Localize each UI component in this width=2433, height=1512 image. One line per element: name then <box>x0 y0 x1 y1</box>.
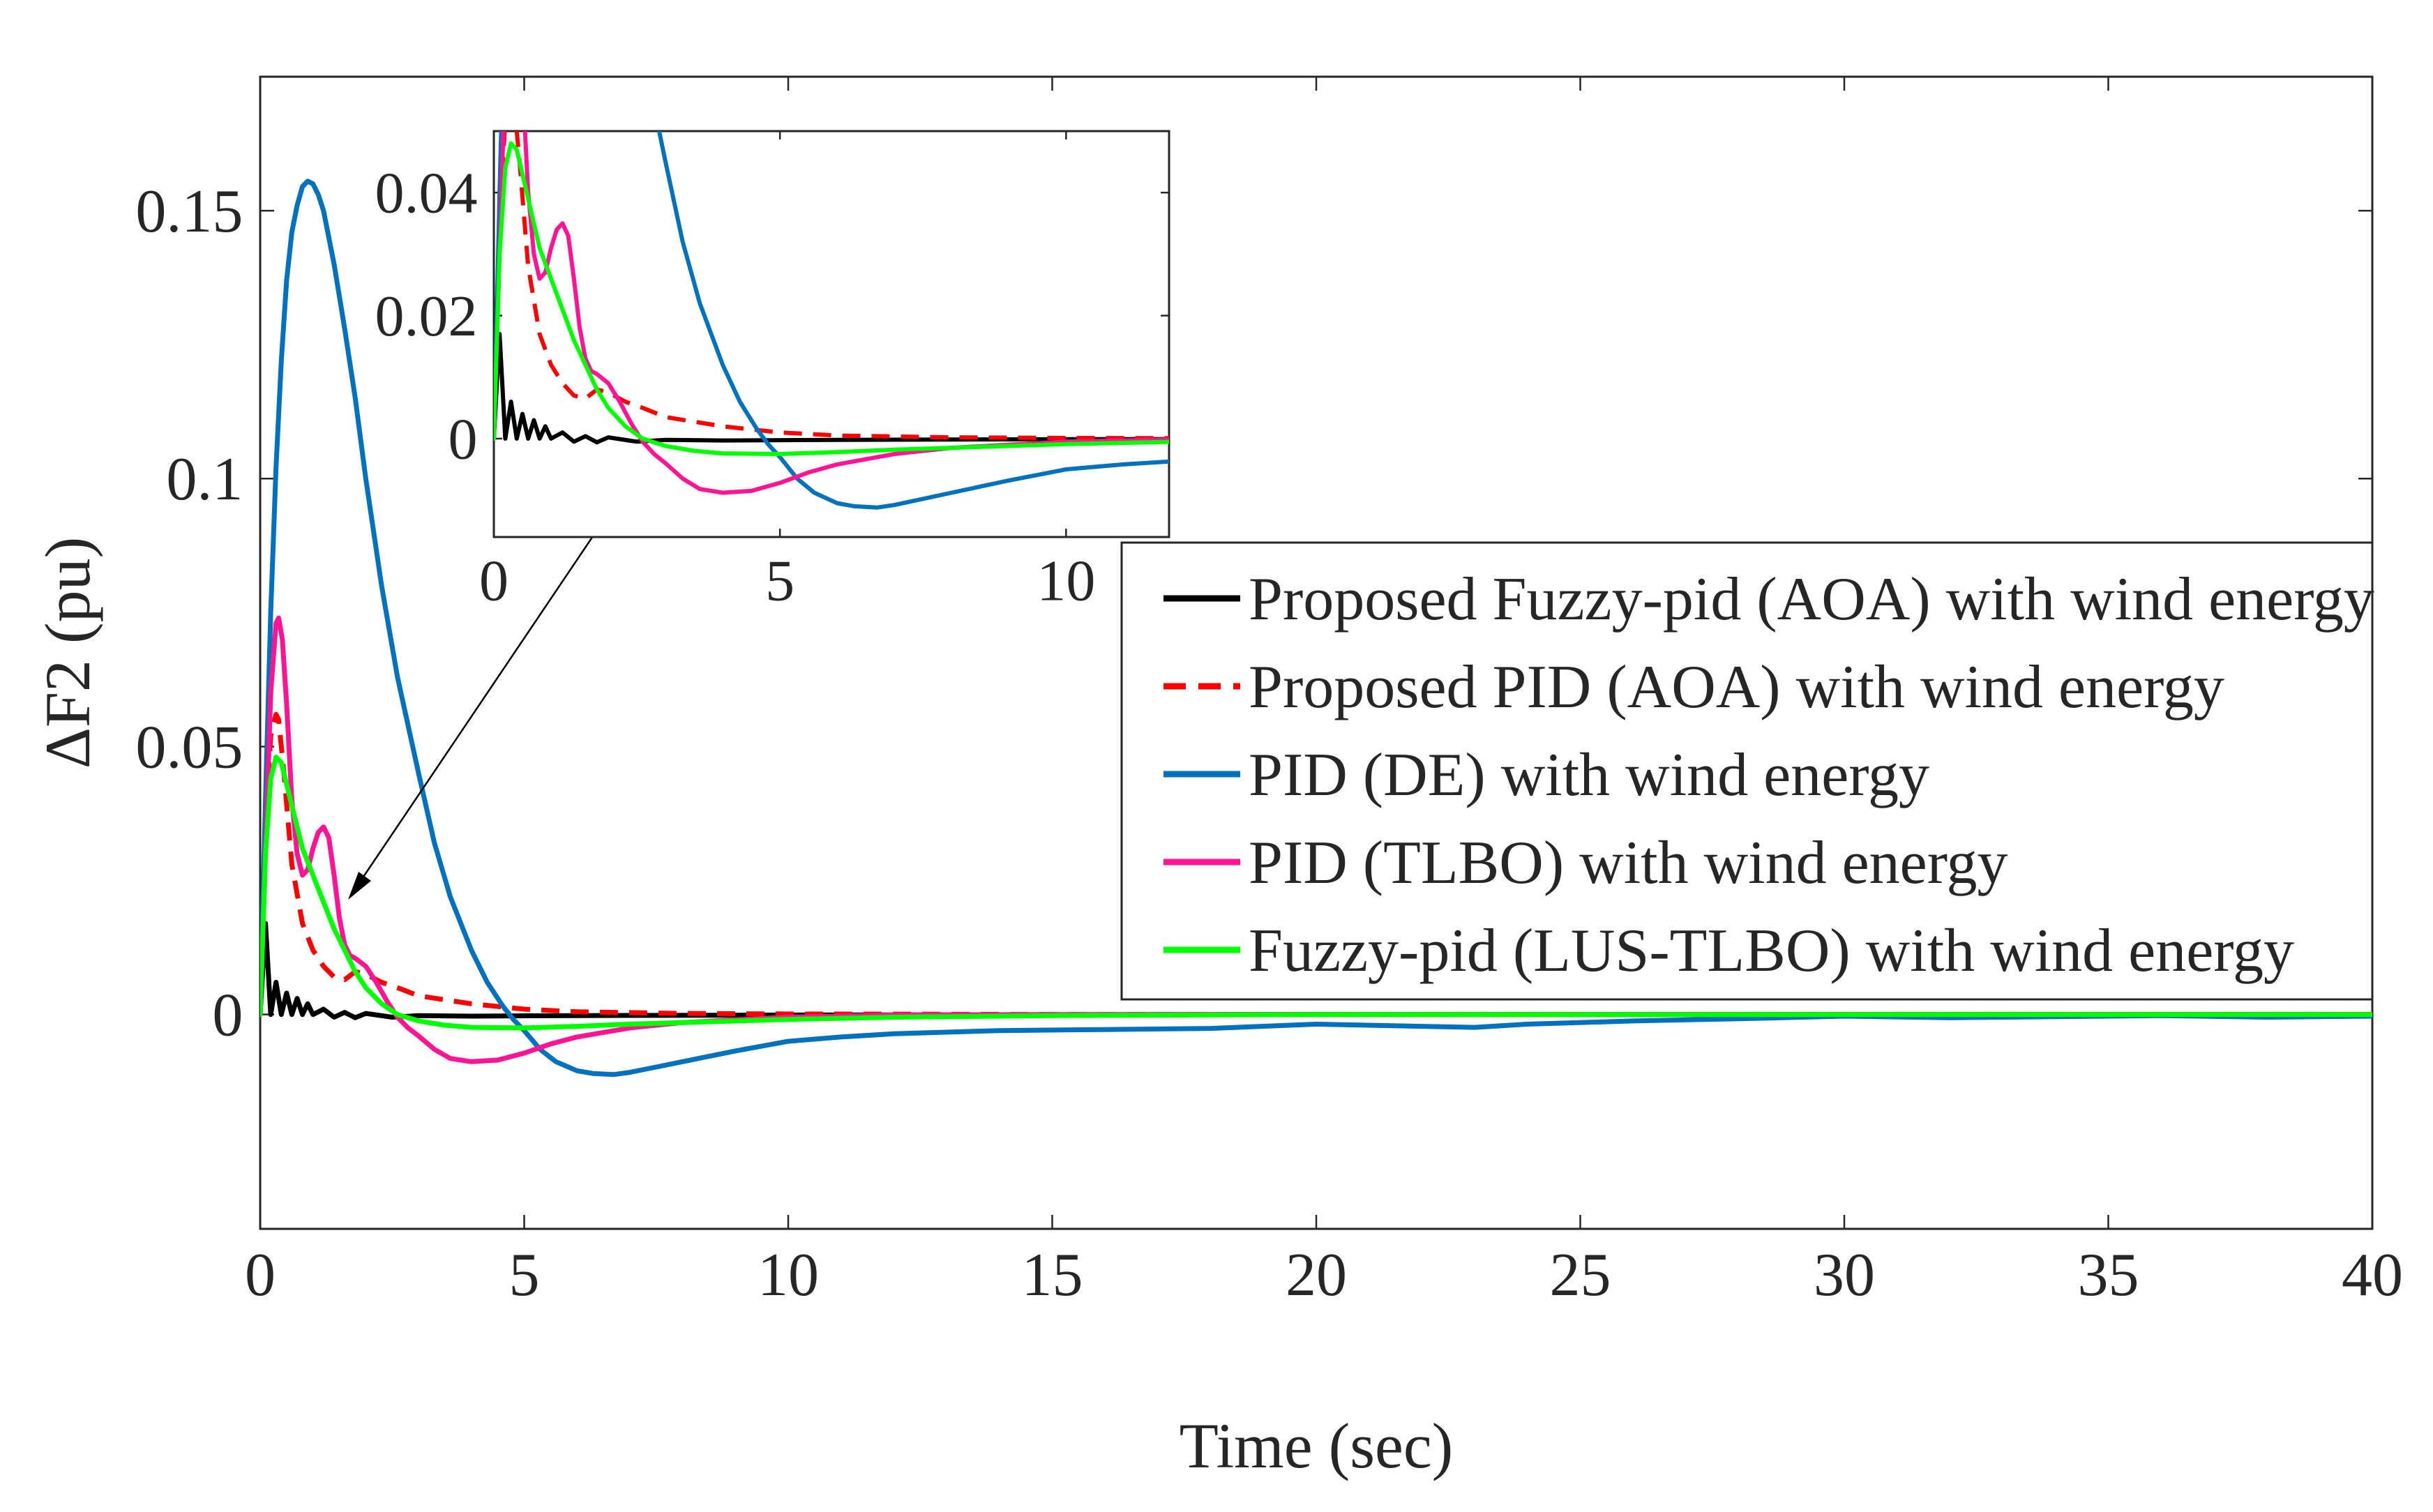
inset-series-line-5 <box>494 141 1169 456</box>
main-y-tick-label: 0.1 <box>166 446 243 513</box>
main-series-line-5 <box>260 755 2372 1031</box>
main-x-tick-label: 0 <box>245 1241 276 1309</box>
inset-x-tick-label: 5 <box>765 549 794 614</box>
legend-label-4: PID (TLBO) with wind energy <box>1249 829 2008 897</box>
legend: Proposed Fuzzy-pid (AOA) with wind energ… <box>1120 541 2374 1001</box>
main-x-tick-label: 40 <box>2342 1241 2403 1309</box>
legend-label-5: Fuzzy-pid (LUS-TLBO) with wind energy <box>1249 917 2294 985</box>
inset-series-line-3 <box>494 131 1169 510</box>
legend-label-1: Proposed Fuzzy-pid (AOA) with wind energ… <box>1249 566 2374 633</box>
inset-axes-box <box>492 130 1170 538</box>
inset-series-line-4 <box>494 131 1169 495</box>
inset-y-tick-label: 0 <box>448 407 477 471</box>
y-axis-label: ΔF2 (pu) <box>32 537 103 769</box>
legend-label-3: PID (DE) with wind energy <box>1249 741 1929 809</box>
main-ticks: 0 5 10 15 20 25 30 35 40 0 0.05 0.1 0.15 <box>135 77 2403 1309</box>
main-series-line-2 <box>260 711 2372 1018</box>
main-y-tick-label: 0.15 <box>135 178 243 245</box>
main-series-line-1 <box>260 921 2372 1020</box>
inset-ticks: 0 5 10 0 0.02 0.04 <box>375 131 1169 614</box>
inset-series <box>494 131 1169 510</box>
main-x-tick-label: 20 <box>1286 1241 1347 1309</box>
main-x-tick-label: 30 <box>1814 1241 1875 1309</box>
main-series-line-4 <box>260 615 2372 1064</box>
x-axis-label: Time (sec) <box>1180 1410 1454 1481</box>
main-x-tick-label: 15 <box>1022 1241 1083 1309</box>
inset-series-line-1 <box>494 332 1169 445</box>
inset-y-tick-label: 0.02 <box>375 284 477 349</box>
main-x-tick-label: 10 <box>758 1241 819 1309</box>
zoom-arrow <box>348 529 598 900</box>
inset-x-tick-label: 0 <box>479 549 509 614</box>
main-x-tick-label: 5 <box>509 1241 540 1309</box>
main-series <box>260 179 2372 1078</box>
legend-entries: Proposed Fuzzy-pid (AOA) with wind energ… <box>1163 566 2374 985</box>
inset-x-tick-label: 10 <box>1037 549 1095 614</box>
main-y-tick-label: 0 <box>212 982 243 1050</box>
legend-label-2: Proposed PID (AOA) with wind energy <box>1249 653 2224 721</box>
main-series-line-3 <box>260 179 2372 1078</box>
legend-box <box>1120 541 2374 1001</box>
main-x-tick-label: 35 <box>2078 1241 2139 1309</box>
inset-y-tick-label: 0.04 <box>375 161 477 226</box>
main-x-tick-label: 25 <box>1550 1241 1611 1309</box>
main-y-tick-label: 0.05 <box>135 713 243 781</box>
inset-series-line-2 <box>494 131 1169 441</box>
